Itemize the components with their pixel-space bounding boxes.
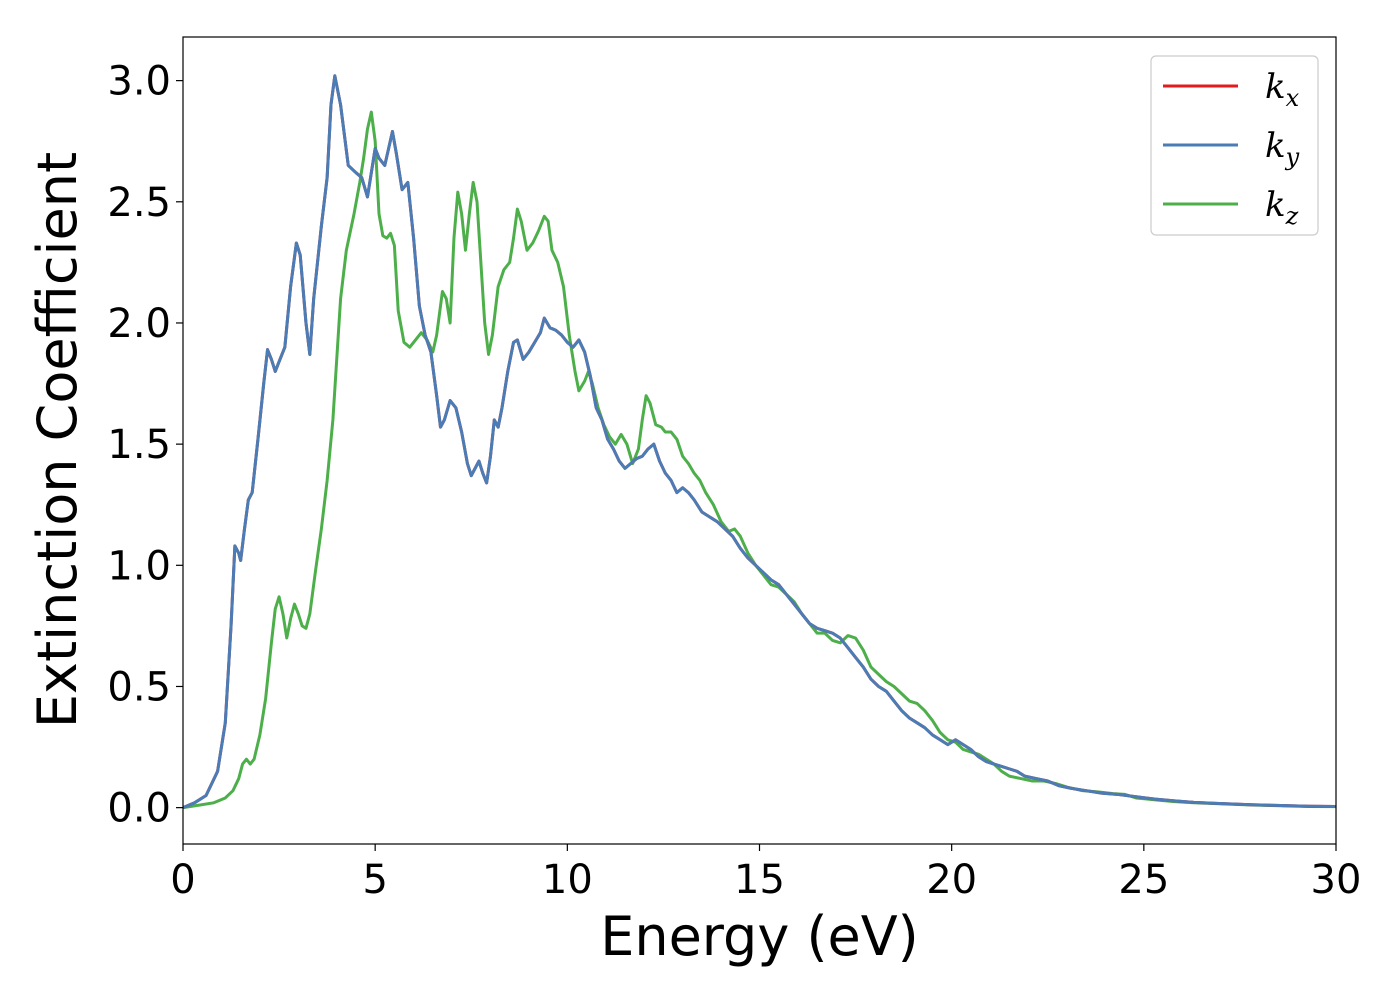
y-tick-label: 2.5 [107, 180, 171, 226]
y-axis-label: Extinction Coefficient [26, 152, 89, 728]
y-tick-label: 1.5 [107, 422, 171, 468]
x-tick-label: 20 [926, 857, 977, 903]
series-lines [182, 74, 1337, 810]
legend-label-k-x: kx [1265, 67, 1300, 112]
legend-subscript: x [1286, 84, 1300, 112]
x-tick-label: 0 [170, 857, 195, 903]
x-tick-label: 10 [542, 857, 593, 903]
x-tick-label: 5 [362, 857, 387, 903]
y-tick-label: 0.0 [107, 786, 171, 832]
x-tick-label: 25 [1118, 857, 1169, 903]
legend-label-k-y: ky [1265, 126, 1300, 171]
legend-subscript: z [1285, 202, 1299, 230]
legend-subscript: y [1285, 143, 1300, 171]
x-tick-label: 15 [734, 857, 785, 903]
y-tick-label: 2.0 [107, 301, 171, 347]
legend-symbol: k [1265, 185, 1286, 225]
y-axis-ticks: 0.0 0.5 1.0 1.5 2.0 2.5 3.0 [107, 59, 183, 832]
series-line-k-y [182, 74, 1337, 810]
x-axis-label: Energy (eV) [600, 905, 919, 968]
y-tick-label: 0.5 [107, 664, 171, 710]
legend-symbol: k [1265, 126, 1286, 166]
legend-symbol: k [1265, 67, 1286, 107]
x-axis-ticks: 0 5 10 15 20 25 30 [170, 844, 1361, 903]
legend-label-k-z: kz [1265, 185, 1299, 230]
y-tick-label: 1.0 [107, 543, 171, 589]
y-tick-label: 3.0 [107, 59, 171, 105]
x-tick-label: 30 [1311, 857, 1362, 903]
